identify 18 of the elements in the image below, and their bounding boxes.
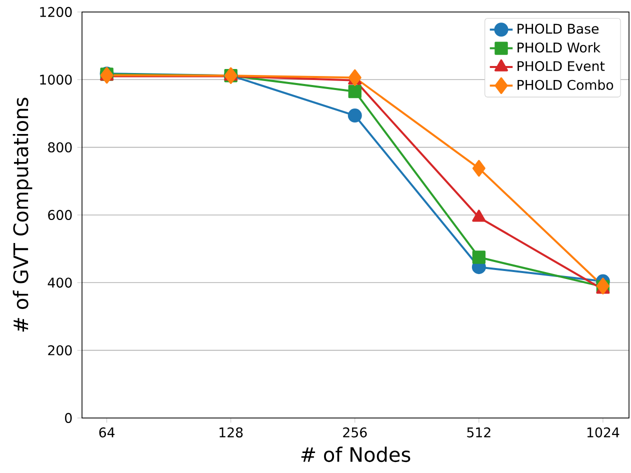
y-tick-label: 600 <box>48 210 72 220</box>
y-tick-label: 0 <box>65 412 72 424</box>
y-tick-label: 800 <box>48 142 72 152</box>
legend-label: PHOLD Event <box>518 61 605 72</box>
x-tick-label: 256 <box>343 427 367 438</box>
y-tick-label: 400 <box>48 278 72 288</box>
legend-label: PHOLD Work <box>518 42 601 53</box>
y-tick-label: 1200 <box>40 6 72 18</box>
x-axis-title: # of Nodes <box>301 446 410 462</box>
legend-label: PHOLD Base <box>518 24 599 34</box>
x-tick-label: 128 <box>220 427 243 438</box>
x-tick-label: 64 <box>99 427 115 438</box>
y-tick-label: 1000 <box>40 74 72 85</box>
x-tick-label: 512 <box>467 427 490 438</box>
legend-label: PHOLD Combo <box>518 80 614 90</box>
x-tick-label: 1024 <box>587 427 620 438</box>
y-tick-label: 200 <box>48 345 72 356</box>
y-axis-title: # of GVT Computations <box>12 98 32 332</box>
